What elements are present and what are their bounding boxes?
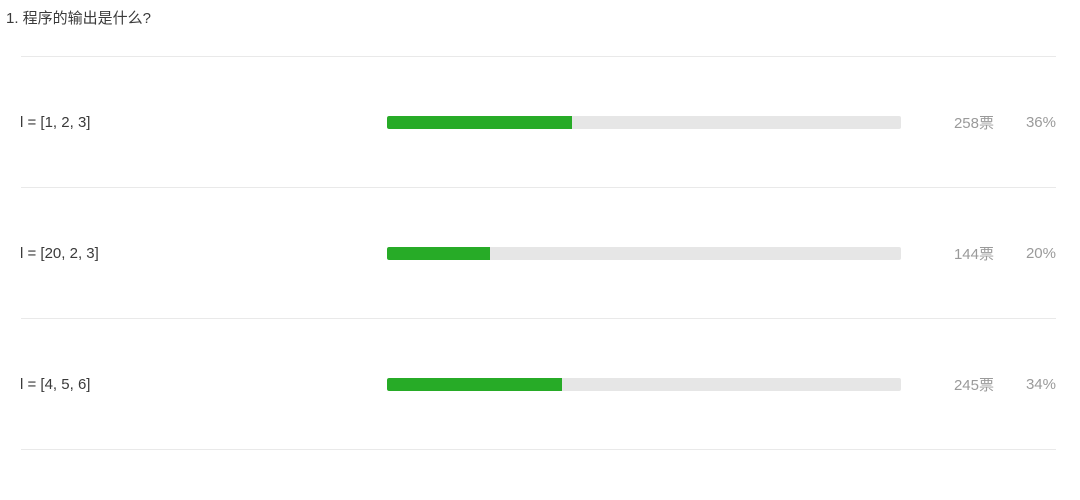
option-vote-count: 144票 — [953, 245, 994, 263]
poll-question: 1. 程序的输出是什么? — [6, 10, 152, 27]
divider — [21, 318, 1056, 319]
option-progress-fill — [387, 115, 573, 129]
divider — [21, 56, 1056, 57]
option-progress-track — [387, 115, 901, 129]
divider — [21, 187, 1056, 188]
option-progress-fill — [387, 377, 562, 391]
poll-option-row: l = [20, 2, 3] 144票 20% — [0, 188, 1080, 318]
option-progress-track — [387, 246, 901, 260]
divider — [21, 449, 1056, 450]
option-progress-fill — [387, 246, 490, 260]
option-label: l = [4, 5, 6] — [20, 375, 91, 393]
option-progress-track — [387, 377, 901, 391]
option-label: l = [20, 2, 3] — [20, 244, 99, 262]
option-vote-count: 245票 — [953, 376, 994, 394]
poll-option-row: l = [1, 2, 3] 258票 36% — [0, 57, 1080, 187]
option-percent: 20% — [1025, 244, 1056, 262]
poll-option-row: l = [4, 5, 6] 245票 34% — [0, 319, 1080, 449]
option-percent: 34% — [1025, 375, 1056, 393]
option-vote-count: 258票 — [953, 114, 994, 132]
option-percent: 36% — [1025, 113, 1056, 131]
option-label: l = [1, 2, 3] — [20, 113, 91, 131]
